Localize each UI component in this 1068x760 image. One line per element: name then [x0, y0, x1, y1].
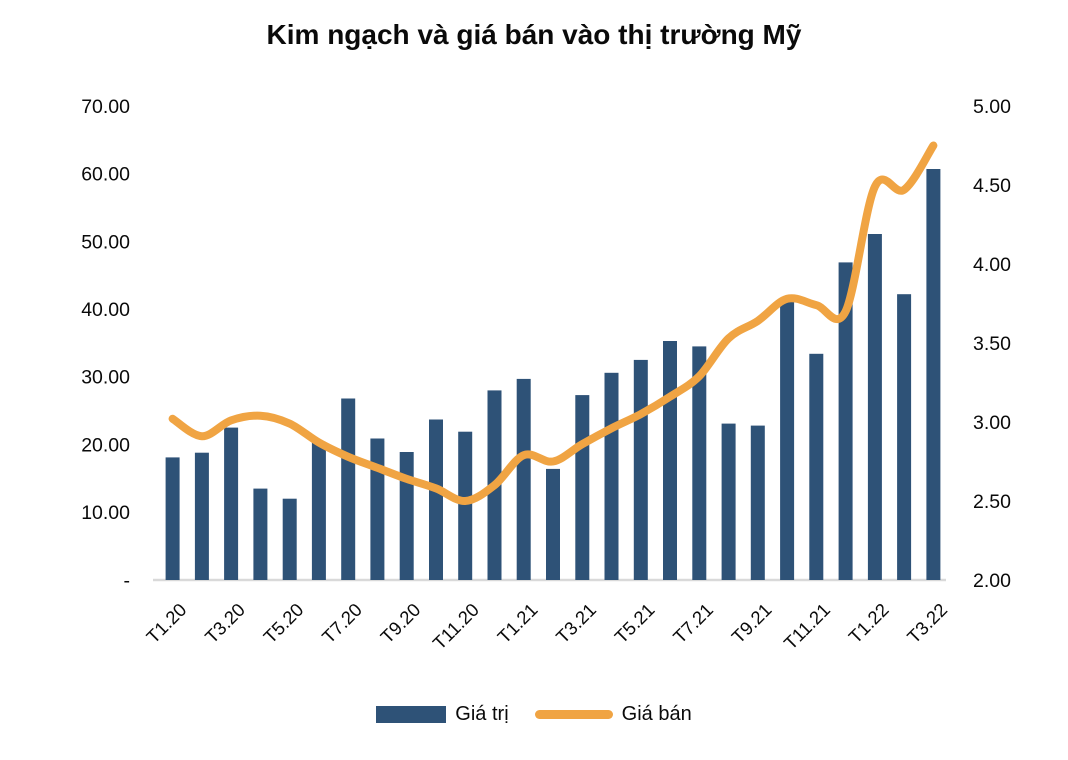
- bar-T10.21: [780, 300, 795, 580]
- legend-label-gia-ban: Giá bán: [621, 703, 692, 725]
- right-axis-tick: 3.50: [973, 333, 1011, 355]
- x-axis-tick: T3.22: [903, 599, 951, 647]
- legend-item-gia-ban: Giá bán: [534, 703, 692, 726]
- bar-T9.20: [399, 452, 414, 580]
- x-axis-tick: T1.21: [493, 599, 541, 647]
- x-axis-tick: T1.20: [142, 599, 190, 647]
- bar-T12.21: [838, 262, 853, 580]
- bar-T7.21: [692, 346, 707, 580]
- bar-T9.21: [750, 425, 765, 580]
- right-axis-tick: 4.50: [973, 175, 1011, 197]
- bar-T2.21: [546, 468, 560, 580]
- chart-title: Kim ngạch và giá bán vào thị trường Mỹ: [266, 19, 802, 50]
- x-axis-tick: T3.21: [552, 599, 600, 647]
- left-axis-tick: 30.00: [81, 367, 130, 389]
- bar-T7.20: [341, 398, 356, 580]
- bar-T4.20: [253, 488, 268, 580]
- left-axis-tick: 50.00: [81, 231, 130, 253]
- left-axis-tick: 40.00: [81, 299, 130, 321]
- bar-series-swatch: [376, 706, 447, 723]
- x-axis-tick: T7.21: [669, 599, 717, 647]
- left-axis-tick: 60.00: [81, 164, 130, 186]
- x-axis-tick: T9.20: [376, 599, 424, 647]
- line-series-swatch: [534, 710, 613, 719]
- legend-label-gia-tri: Giá trị: [455, 703, 509, 725]
- bar-T3.22: [926, 169, 941, 580]
- combo-chart: 70.00 60.00 50.00 40.00 30.00 20.00 10.00 - 5.00…: [81, 96, 1011, 654]
- bar-T11.20: [458, 431, 473, 580]
- right-axis-tick: 2.00: [973, 570, 1011, 592]
- bar-T2.20: [194, 452, 209, 580]
- bar-T6.20: [311, 441, 326, 580]
- bar-T2.22: [897, 294, 912, 580]
- x-axis-tick: T7.20: [318, 599, 366, 647]
- bar-T4.21: [604, 372, 619, 580]
- bar-T1.20: [165, 457, 180, 580]
- right-axis-tick: 5.00: [973, 96, 1011, 118]
- bar-T8.20: [370, 438, 385, 580]
- x-axis-tick: T1.22: [844, 599, 892, 647]
- x-axis-tick: T11.20: [428, 599, 483, 654]
- bar-T5.21: [633, 359, 648, 580]
- bar-T3.21: [575, 395, 590, 580]
- bar-T10.20: [429, 419, 443, 580]
- left-axis-tick: 10.00: [81, 502, 130, 524]
- left-axis-tick: 70.00: [81, 96, 130, 118]
- bar-T11.21: [809, 353, 824, 580]
- x-axis-tick: T3.20: [201, 599, 249, 647]
- right-axis-tick: 4.00: [973, 254, 1011, 276]
- x-axis-tick: T5.20: [259, 599, 307, 647]
- legend: Giá trị Giá bán: [0, 703, 1068, 726]
- left-axis-tick: -: [124, 570, 131, 592]
- x-axis-tick: T5.21: [610, 599, 658, 647]
- right-axis-tick: 3.00: [973, 412, 1011, 434]
- x-axis-tick: T11.21: [780, 599, 835, 654]
- bar-T1.22: [867, 234, 882, 580]
- bar-T5.20: [282, 498, 297, 580]
- x-axis-tick: T9.21: [727, 599, 775, 647]
- bar-T3.20: [224, 427, 239, 580]
- bar-T8.21: [721, 423, 736, 580]
- right-axis-tick: 2.50: [973, 491, 1011, 513]
- left-axis-tick: 20.00: [81, 434, 130, 456]
- legend-item-gia-tri: Giá trị: [376, 703, 509, 726]
- bar-T6.21: [663, 341, 677, 580]
- gia-ban-line: [168, 141, 938, 505]
- bar-T1.21: [516, 378, 531, 580]
